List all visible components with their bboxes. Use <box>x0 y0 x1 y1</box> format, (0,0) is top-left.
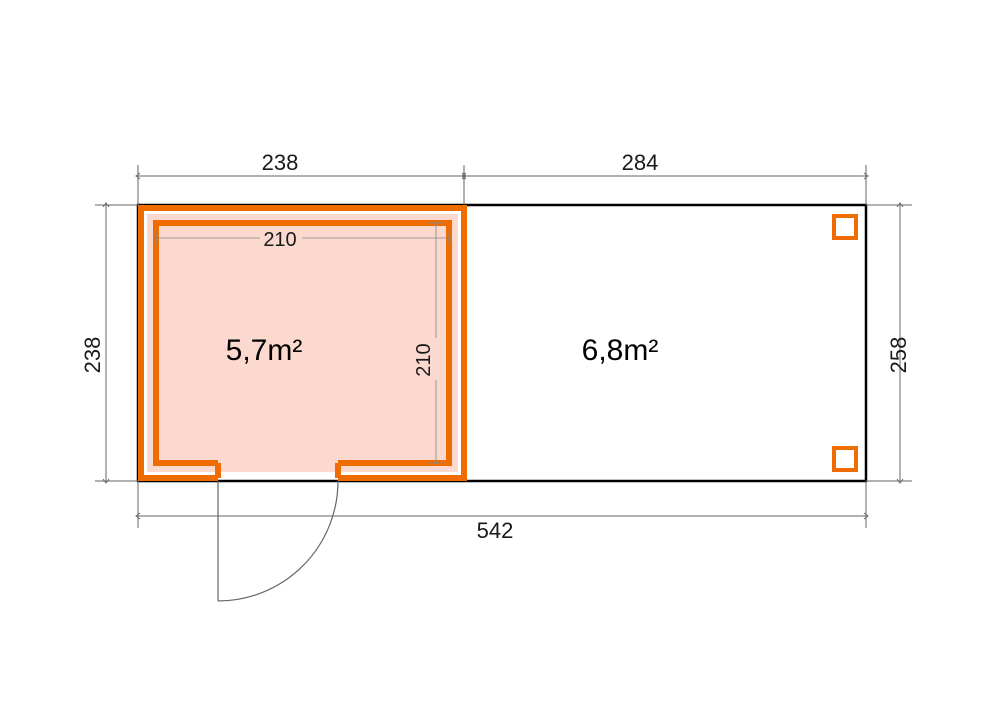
door-swing <box>218 481 338 601</box>
area-right-label: 6,8m² <box>582 334 659 367</box>
dim-top-right-label: 284 <box>622 150 659 175</box>
post-bottom-right <box>834 448 856 470</box>
floor-plan-diagram: 238 284 238 258 542 210 <box>0 0 1000 707</box>
dim-left: 238 <box>80 205 138 481</box>
dim-right: 258 <box>866 205 912 481</box>
dim-bottom: 542 <box>138 481 866 543</box>
dim-top-right: 284 <box>464 150 866 205</box>
dim-inner-height-label: 210 <box>413 343 435 376</box>
dim-top-left: 238 <box>138 150 464 205</box>
area-left-label: 5,7m² <box>226 334 303 367</box>
dim-inner-width-label: 210 <box>263 229 296 251</box>
post-top-right <box>834 216 856 238</box>
dim-bottom-label: 542 <box>477 518 514 543</box>
dim-top-left-label: 238 <box>262 150 299 175</box>
dim-left-label: 238 <box>80 337 105 374</box>
enclosed-room-fill <box>147 214 458 472</box>
dim-right-label: 258 <box>886 337 911 374</box>
